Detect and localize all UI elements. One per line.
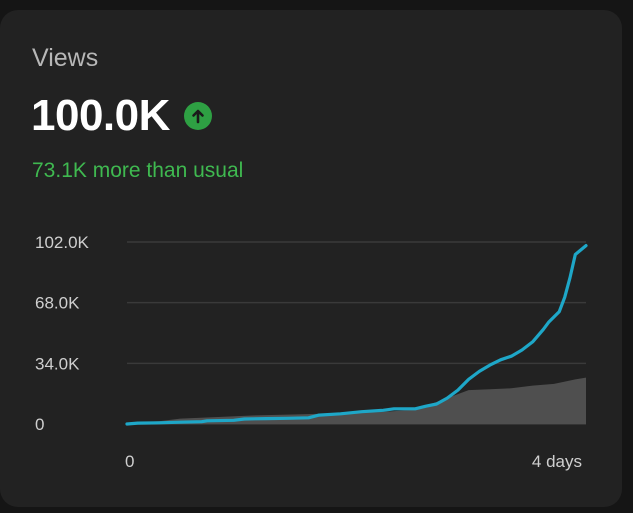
- usual-range-area: [127, 377, 586, 424]
- metric-value-row: 100.0K: [31, 94, 212, 138]
- comparison-text: 73.1K more than usual: [32, 159, 244, 182]
- y-tick-label: 0: [35, 415, 44, 434]
- usual-range-band: [127, 377, 586, 424]
- x-axis-labels: 0 4 days: [125, 452, 582, 471]
- y-axis-labels: 0 34.0K 68.0K 102.0K: [35, 233, 90, 434]
- views-line-layer: [125, 244, 588, 426]
- arrow-up-circle-icon: [183, 102, 212, 130]
- views-series-line: [125, 244, 588, 426]
- y-tick-label: 68.0K: [35, 294, 80, 313]
- x-tick-label: 4 days: [532, 452, 582, 471]
- y-tick-label: 102.0K: [35, 233, 90, 252]
- metric-value: 100.0K: [31, 91, 170, 140]
- metric-label: Views: [32, 44, 99, 72]
- x-tick-label: 0: [125, 452, 134, 471]
- y-tick-label: 34.0K: [35, 354, 80, 373]
